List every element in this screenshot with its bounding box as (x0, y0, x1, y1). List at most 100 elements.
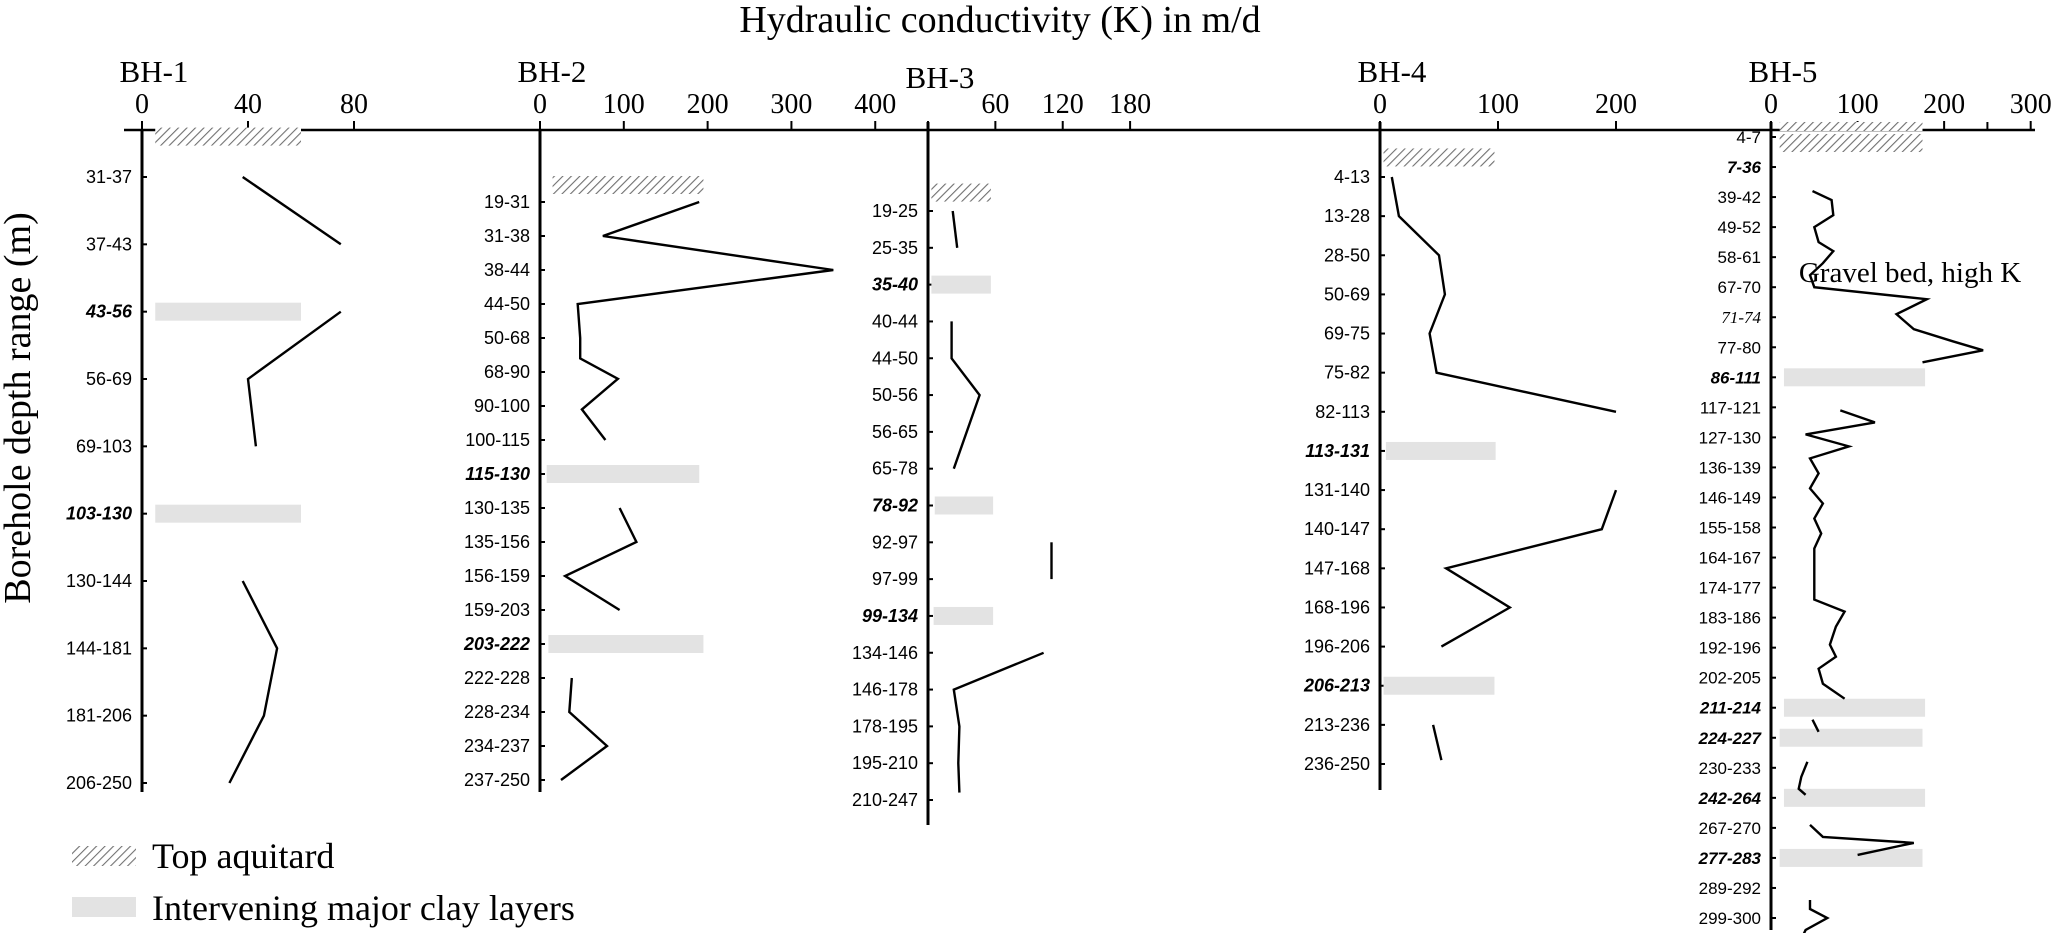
k-profile-line (576, 200, 834, 441)
k-profile-line (242, 176, 342, 246)
clay-layer-band (1783, 698, 1926, 717)
legend: Top aquitard Intervening major clay laye… (72, 836, 575, 928)
legend-label-clay-layers: Intervening major clay layers (152, 888, 575, 928)
depth-label: 19-25 (872, 201, 918, 221)
x-tick-label: 60 (981, 89, 1009, 120)
panel-title: BH-1 (120, 54, 189, 89)
depth-label: 35-40 (872, 275, 918, 295)
depth-label: 50-56 (872, 385, 918, 405)
x-tick-label: 0 (1373, 89, 1387, 120)
depth-label: 56-65 (872, 422, 918, 442)
depth-label: 7-36 (1727, 158, 1762, 177)
depth-label: 183-186 (1699, 609, 1761, 628)
depth-label: 147-168 (1304, 558, 1370, 578)
depth-label: 69-103 (76, 436, 132, 456)
top-aquitard-band (552, 176, 704, 194)
k-profile-line (228, 580, 279, 784)
depth-label: 224-227 (1698, 729, 1763, 748)
x-tick-label: 100 (603, 89, 645, 120)
depth-label: 58-61 (1718, 248, 1761, 267)
x-tick-label: 180 (1109, 89, 1151, 120)
depth-label: 40-44 (872, 311, 918, 331)
depth-label: 97-99 (872, 569, 918, 589)
depth-label: 159-203 (464, 600, 530, 620)
depth-label: 86-111 (1711, 368, 1761, 387)
depth-label: 19-31 (484, 192, 530, 212)
gravel-bed-annotation: Gravel bed, high K (1799, 257, 2021, 289)
k-profile-line (1809, 824, 1915, 857)
clay-layer-band (548, 635, 704, 653)
depth-label: 196-206 (1304, 637, 1370, 657)
depth-label: 236-250 (1304, 754, 1370, 774)
depth-label: 115-130 (465, 464, 530, 484)
k-profile-line (1811, 719, 1820, 733)
depth-label: 117-121 (1700, 398, 1761, 417)
depth-label: 56-69 (86, 369, 132, 389)
depth-label: 25-35 (872, 238, 918, 258)
clay-layer-band (155, 504, 301, 523)
x-tick-label: 0 (533, 89, 547, 120)
depth-label: 4-13 (1334, 167, 1370, 187)
depth-label: 144-181 (66, 638, 132, 658)
panel-title: BH-5 (1749, 54, 1818, 89)
depth-label: 68-90 (484, 362, 530, 382)
x-tick-label: 100 (1837, 89, 1879, 120)
x-tick-label: 120 (1042, 89, 1084, 120)
depth-label: 168-196 (1304, 597, 1370, 617)
panel-bh-1: BH-10 40 80 31-37 37-43 43-56 56-69 69-103 103-1… (66, 54, 368, 793)
depth-label: 100-115 (465, 430, 530, 450)
x-tick-label: 100 (1477, 89, 1519, 120)
x-tick-label: 0 (1764, 89, 1778, 120)
depth-label: 90-100 (474, 396, 530, 416)
depth-label: 135-156 (464, 532, 530, 552)
depth-label: 43-56 (85, 302, 133, 322)
depth-label: 69-75 (1324, 324, 1370, 344)
depth-label: 103-130 (66, 504, 132, 524)
panel-bh-2: BH-20 100 200 300 400 19-31 31-38 38-44 44-50 50-… (463, 54, 896, 792)
x-tick-label: 0 (135, 89, 149, 120)
depth-label: 146-178 (852, 680, 918, 700)
depth-label: 13-28 (1324, 206, 1370, 226)
depth-label: 206-250 (66, 773, 132, 793)
depth-label: 136-139 (1699, 458, 1761, 477)
depth-label: 130-144 (66, 571, 132, 591)
depth-label: 38-44 (484, 260, 530, 280)
depth-label: 71-74 (1721, 308, 1761, 327)
k-profile-line (1797, 761, 1809, 796)
depth-label: 195-210 (852, 753, 918, 773)
depth-label: 50-68 (484, 328, 530, 348)
depth-label: 277-283 (1698, 849, 1762, 868)
depth-label: 206-213 (1303, 676, 1370, 696)
clay-layer-band (1385, 441, 1496, 460)
x-tick-label: 200 (687, 89, 729, 120)
legend-swatch-top-aquitard (72, 846, 136, 866)
top-aquitard-band (1779, 134, 1923, 153)
top-aquitard-band (1383, 148, 1495, 167)
depth-label: 178-195 (852, 716, 918, 736)
depth-label: 210-247 (852, 790, 918, 810)
clay-layer-band (1783, 368, 1926, 387)
k-profile-line (1805, 409, 1876, 700)
depth-label: 267-270 (1699, 819, 1761, 838)
depth-label: 28-50 (1324, 245, 1370, 265)
panel-bh-3: BH-360 120 180 19-25 25-35 35-40 40-44 44-50 50-… (852, 60, 1151, 825)
depth-label: 211-214 (1699, 699, 1762, 718)
depth-label: 44-50 (872, 348, 918, 368)
depth-label: 82-113 (1315, 402, 1370, 422)
k-profile-line (1431, 724, 1443, 761)
depth-label: 146-149 (1699, 488, 1761, 507)
depth-label: 31-37 (86, 167, 132, 187)
panel-bh-4: BH-40 100 200 4-13 13-28 28-50 50-69 69-75 75-82… (1303, 54, 1637, 790)
depth-label: 155-158 (1699, 519, 1761, 538)
x-tick-label: 200 (1923, 89, 1965, 120)
depth-label: 67-70 (1718, 278, 1761, 297)
depth-label: 202-205 (1699, 669, 1761, 688)
k-profile-line (951, 210, 959, 248)
depth-label: 131-140 (1304, 480, 1370, 500)
depth-label: 130-135 (464, 498, 530, 518)
depth-label: 242-264 (1698, 789, 1762, 808)
k-profile-line (952, 651, 1045, 793)
panel-bh-5: BH-50 100 200 300 4-7 7-36 39-42 49-52 58-61 67-7… (1698, 54, 2052, 933)
k-profile-line (1808, 190, 1984, 364)
